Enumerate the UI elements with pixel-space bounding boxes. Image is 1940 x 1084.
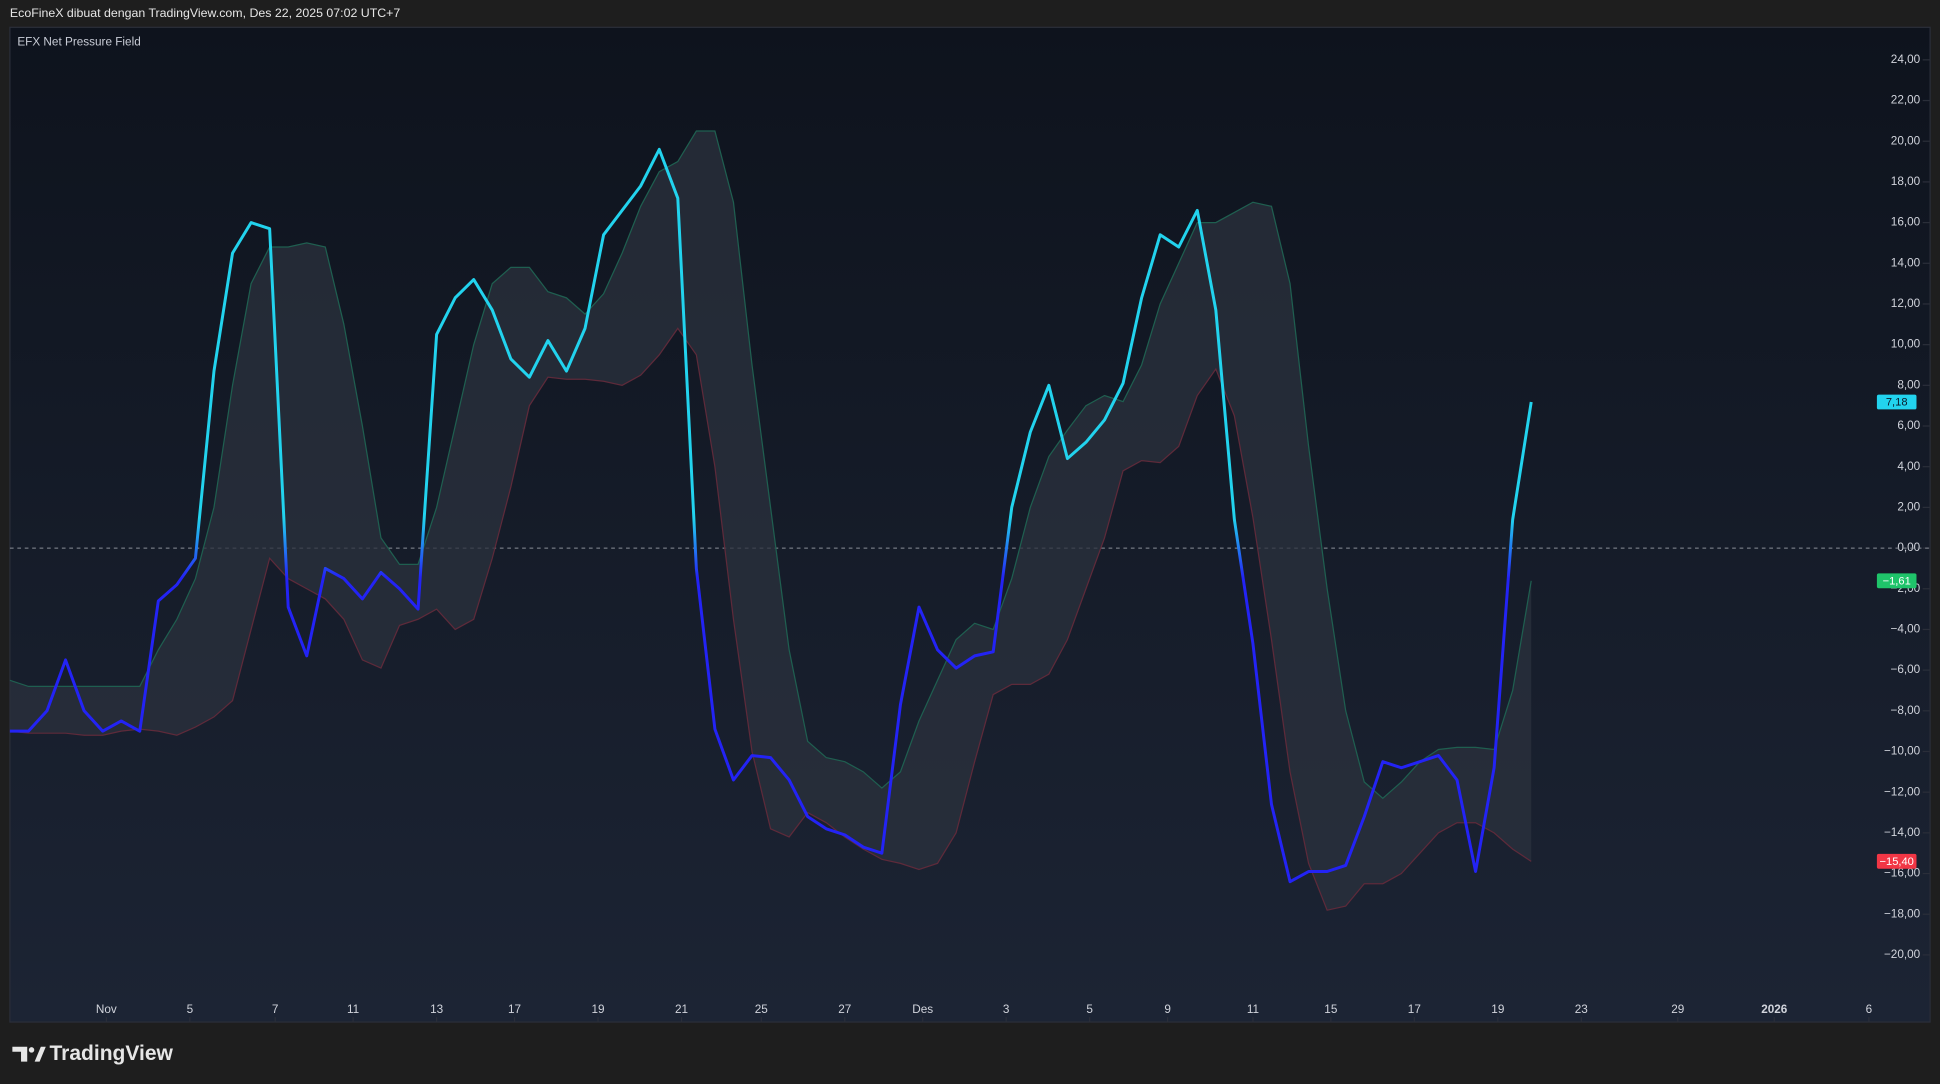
last-value-tag [1876, 394, 1917, 410]
y-tick-label: −18,00 [1884, 907, 1921, 920]
y-tick-label: −12,00 [1884, 785, 1921, 798]
last-value-label: −1,61 [1883, 575, 1911, 587]
y-tick-label: 14,00 [1891, 256, 1921, 269]
x-tick-label: 27 [838, 1003, 851, 1016]
x-tick-label: 11 [347, 1003, 359, 1016]
y-tick-label: 18,00 [1891, 175, 1921, 188]
x-tick-label: 17 [1408, 1003, 1421, 1016]
y-tick-label: −20,00 [1884, 948, 1921, 961]
x-tick-label: 29 [1671, 1003, 1684, 1016]
x-tick-label: 11 [1247, 1003, 1259, 1016]
y-tick-label: 20,00 [1891, 134, 1921, 147]
x-tick-label: 13 [430, 1003, 444, 1016]
x-tick-label: 15 [1324, 1003, 1338, 1016]
x-tick-label: 19 [1491, 1003, 1504, 1016]
y-tick-label: −4,00 [1890, 623, 1920, 636]
y-tick-label: −6,00 [1890, 663, 1920, 676]
y-tick-label: −8,00 [1890, 704, 1920, 717]
brand-logo [12, 1046, 46, 1062]
x-tick-label: 5 [187, 1003, 194, 1016]
plot-area: −20,00 −18,00 −16,00 −14,00 −12,00 −10,00 −8,0… [9, 53, 1931, 1023]
y-tick-label: 24,00 [1891, 53, 1921, 66]
y-tick-label: −14,00 [1884, 826, 1921, 839]
brand-name: TradingView [49, 1042, 173, 1065]
y-tick-label: 4,00 [1897, 460, 1920, 473]
y-tick-label: 22,00 [1891, 94, 1921, 107]
x-tick-label: 5 [1086, 1003, 1093, 1016]
x-tick-label: Nov [96, 1003, 117, 1016]
last-value-label: 7,18 [1886, 397, 1908, 409]
x-tick-label: Des [912, 1003, 933, 1016]
upper-band-line [9, 130, 1532, 800]
x-tick-label: 9 [1164, 1003, 1171, 1016]
y-tick-label: −10,00 [1884, 745, 1921, 758]
x-tick-label: 7 [272, 1003, 279, 1016]
x-tick-label: 17 [508, 1003, 521, 1016]
y-tick-label: 10,00 [1891, 338, 1921, 351]
last-value-tag [1876, 573, 1917, 589]
y-tick-label: −16,00 [1884, 867, 1921, 880]
x-tick-label: 3 [1003, 1003, 1010, 1016]
y-tick-label: 8,00 [1897, 378, 1920, 391]
y-tick-label: 0,00 [1897, 541, 1920, 554]
x-tick-label: 2026 [1761, 1003, 1788, 1016]
y-tick-label: 6,00 [1897, 419, 1920, 432]
y-tick-label: 12,00 [1891, 297, 1921, 310]
x-tick-label: 21 [675, 1003, 688, 1016]
chart-title: EFX Net Pressure Field [17, 35, 140, 48]
main-line [9, 147, 1533, 884]
band-fill [9, 131, 1532, 911]
header-text: EcoFineX dibuat dengan TradingView.com, … [10, 6, 400, 20]
last-value-tag [1876, 853, 1917, 869]
last-value-label: −15,40 [1880, 856, 1914, 868]
y-tick-label: 2,00 [1897, 500, 1920, 513]
x-tick-label: 6 [1866, 1003, 1873, 1016]
x-tick-label: 19 [591, 1003, 604, 1016]
x-tick-label: 25 [755, 1003, 769, 1016]
x-tick-label: 23 [1575, 1003, 1589, 1016]
y-tick-label: 16,00 [1891, 216, 1921, 229]
lower-band-line [9, 327, 1532, 911]
